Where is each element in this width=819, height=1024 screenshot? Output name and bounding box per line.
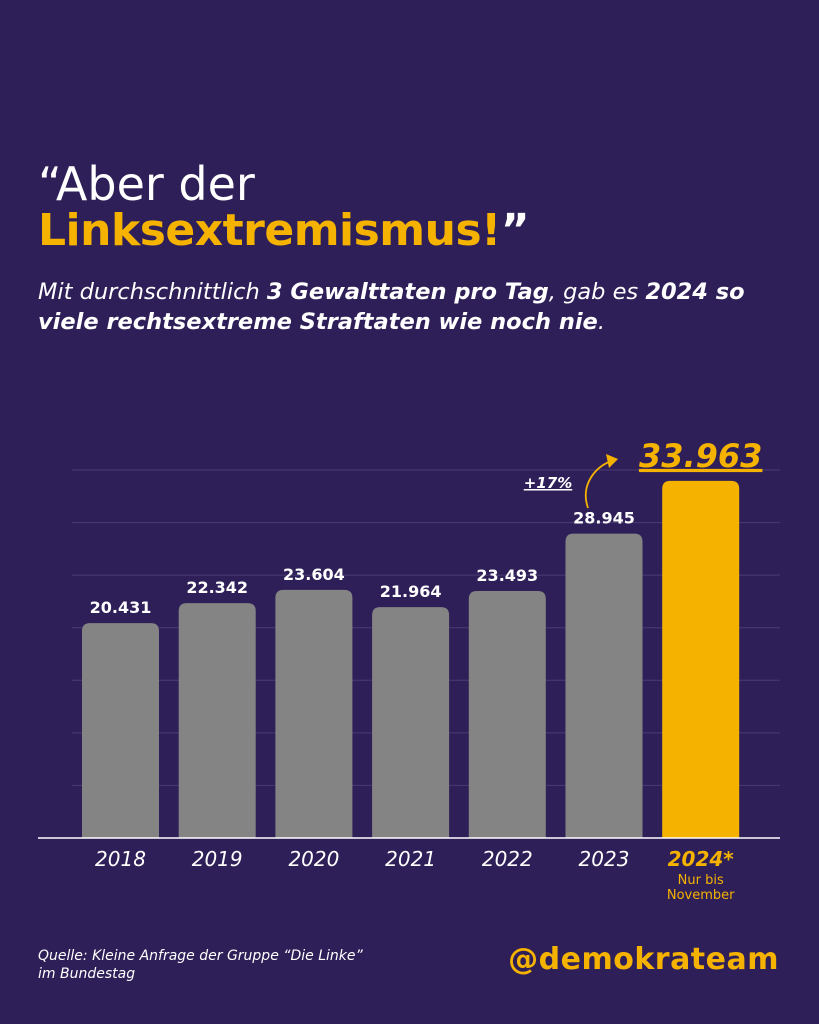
highlight-note-line-1: Nur bis: [678, 873, 724, 888]
title-line-2-text: Linksextremismus!: [38, 205, 501, 257]
category-label-2023: 2023: [579, 847, 630, 871]
title-quote-close: ”: [500, 205, 530, 257]
title-quote-open: “: [38, 157, 56, 211]
category-label-2022: 2022: [482, 847, 533, 871]
bar-2019: [178, 603, 256, 838]
bar-2023: [565, 533, 643, 838]
value-label-2021: 21.964: [380, 582, 442, 601]
value-label-2024: 33.963: [639, 437, 762, 475]
category-label-2024: 2024*: [668, 847, 735, 871]
source-line-1: Quelle: Kleine Anfrage der Gruppe “Die L…: [38, 948, 363, 964]
category-label-2019: 2019: [192, 847, 243, 871]
change-arrowhead-icon: [606, 454, 618, 468]
change-label: +17%: [524, 474, 572, 492]
title-line-2: Linksextremismus!”: [38, 205, 530, 257]
value-label-2022: 23.493: [476, 566, 538, 585]
bar-2021: [372, 607, 450, 838]
bar-2020: [275, 589, 353, 838]
value-label-2019: 22.342: [186, 578, 248, 597]
category-label-2020: 2020: [288, 847, 339, 871]
title-line-1-text: Aber der: [55, 157, 255, 211]
source-note: Quelle: Kleine Anfrage der Gruppe “Die L…: [38, 948, 438, 983]
subtitle: Mit durchschnittlich 3 Gewalttaten pro T…: [38, 278, 798, 337]
subtitle-bold-1: 3 Gewalttaten pro Tag: [266, 279, 549, 305]
subtitle-bold-2: 2024 so viele rechtsextreme Straftaten w…: [38, 279, 745, 335]
brand-handle: @demokrateam: [508, 942, 779, 977]
value-label-2020: 23.604: [283, 565, 345, 584]
subtitle-part-3: .: [597, 308, 605, 335]
bar-2022: [468, 590, 546, 838]
bar-2024: [662, 480, 740, 838]
value-label-2023: 28.945: [573, 509, 635, 528]
page-title: “Aber der Linksextremismus!”: [38, 160, 530, 257]
category-label-2021: 2021: [385, 847, 436, 871]
category-label-2018: 2018: [95, 847, 146, 871]
title-line-1: “Aber der: [38, 160, 529, 208]
subtitle-part-2: , gab es: [548, 279, 646, 305]
value-label-2018: 20.431: [90, 598, 152, 617]
highlight-note-line-2: November: [667, 888, 735, 903]
subtitle-part-1: Mit durchschnittlich: [38, 279, 267, 305]
source-line-2: im Bundestag: [38, 965, 136, 982]
bar-2018: [82, 623, 159, 838]
